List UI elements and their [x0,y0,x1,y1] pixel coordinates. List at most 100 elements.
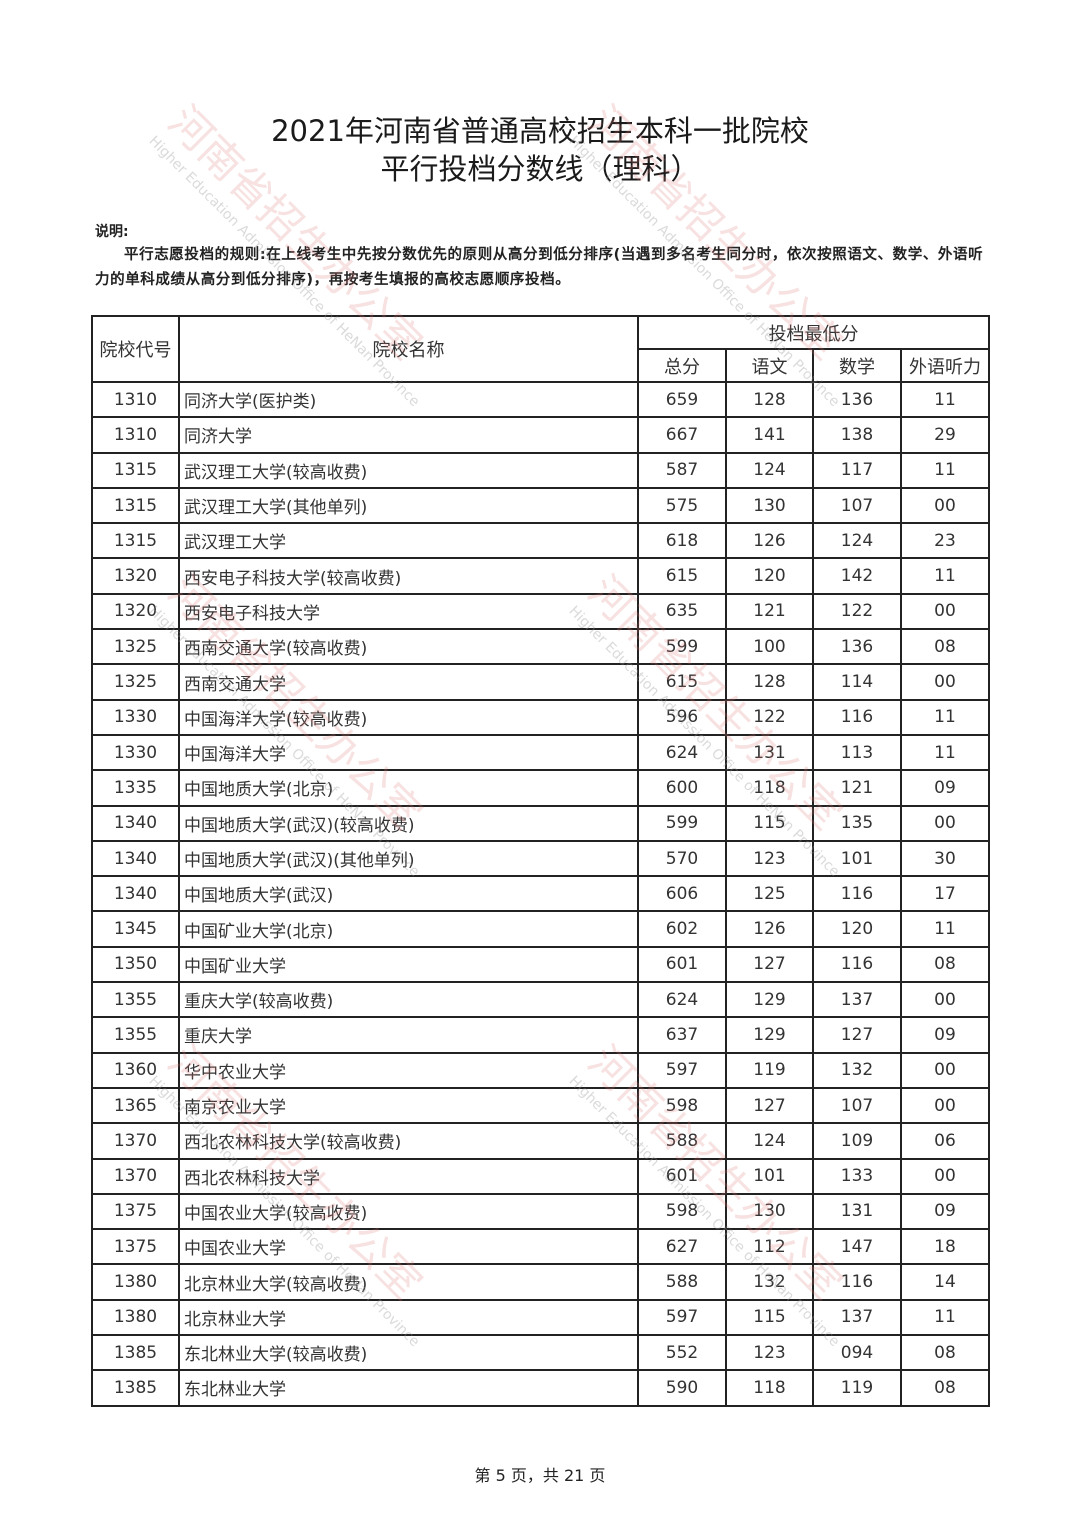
math-score: 136 [812,380,902,419]
school-code: 1325 [91,628,180,666]
listening-score: 11 [900,380,990,419]
table-row: 1370 西北农林科技大学(较高收费) 588 124 109 06 [91,1122,990,1160]
listening-score: 09 [900,1016,990,1054]
table-row: 1375 中国农业大学(较高收费) 598 130 131 09 [91,1192,990,1231]
table-row: 1380 北京林业大学 597 115 137 11 [91,1298,990,1337]
table-row: 1385 东北林业大学(较高收费) 552 123 094 08 [91,1334,990,1372]
school-name: 武汉理工大学 [178,522,639,560]
listening-score: 06 [900,1122,990,1160]
chinese-score: 130 [725,1192,814,1231]
document-title-line2: 平行投档分数线（理科） [380,152,700,186]
school-code: 1350 [91,945,180,984]
table-row: 1385 东北林业大学 590 118 119 08 [91,1369,990,1407]
listening-score: 29 [900,416,990,454]
chinese-score: 129 [725,1016,814,1054]
table-row: 1320 西安电子科技大学 635 121 122 00 [91,592,990,631]
note-label: 说明: [95,224,129,240]
chinese-score: 100 [725,628,814,666]
note-text: 平行志愿投档的规则:在上线考生中先按分数优先的原则从高分到低分排序(当遇到多名考… [95,247,984,288]
school-name: 中国农业大学(较高收费) [178,1192,639,1231]
school-code: 1330 [91,698,180,736]
math-score: 127 [812,1016,902,1054]
school-name: 中国矿业大学(北京) [178,910,639,948]
school-code: 1380 [91,1263,180,1301]
math-score: 117 [812,451,902,489]
chinese-score: 124 [725,451,814,489]
chinese-score: 101 [725,1157,814,1195]
math-score: 116 [812,1263,902,1301]
header-min-score-group: 投档最低分 [637,315,990,350]
total-score: 588 [637,1263,727,1301]
school-name: 武汉理工大学(较高收费) [178,451,639,489]
math-score: 116 [812,875,902,913]
chinese-score: 115 [725,804,814,842]
table-row: 1330 中国海洋大学(较高收费) 596 122 116 11 [91,698,990,736]
listening-score: 08 [900,945,990,984]
table-row: 1310 同济大学 667 141 138 29 [91,416,990,454]
chinese-score: 125 [725,875,814,913]
chinese-score: 119 [725,1051,814,1089]
total-score: 570 [637,839,727,878]
school-name: 西北农林科技大学(较高收费) [178,1122,639,1160]
math-score: 107 [812,1086,902,1125]
school-name: 中国农业大学 [178,1228,639,1266]
total-score: 575 [637,486,727,525]
total-score: 598 [637,1192,727,1231]
school-code: 1330 [91,733,180,772]
listening-score: 08 [900,1369,990,1407]
table-row: 1325 西南交通大学(较高收费) 599 100 136 08 [91,628,990,666]
total-score: 601 [637,945,727,984]
listening-score: 11 [900,451,990,489]
school-code: 1320 [91,592,180,631]
school-name: 中国矿业大学 [178,945,639,984]
math-score: 122 [812,592,902,631]
table-row: 1315 武汉理工大学(较高收费) 587 124 117 11 [91,451,990,489]
math-score: 132 [812,1051,902,1089]
school-name: 中国地质大学(武汉) [178,875,639,913]
school-code: 1320 [91,557,180,595]
table-row: 1350 中国矿业大学 601 127 116 08 [91,945,990,984]
table-row: 1320 西安电子科技大学(较高收费) 615 120 142 11 [91,557,990,595]
listening-score: 11 [900,557,990,595]
listening-score: 09 [900,1192,990,1231]
header-total: 总分 [637,348,727,383]
listening-score: 17 [900,875,990,913]
chinese-score: 123 [725,1334,814,1372]
school-name: 重庆大学 [178,1016,639,1054]
table-row: 1360 华中农业大学 597 119 132 00 [91,1051,990,1089]
school-name: 华中农业大学 [178,1051,639,1089]
school-name: 中国地质大学(武汉)(其他单列) [178,839,639,878]
listening-score: 09 [900,769,990,807]
school-code: 1310 [91,380,180,419]
listening-score: 00 [900,1051,990,1089]
math-score: 135 [812,804,902,842]
listening-score: 00 [900,1157,990,1195]
school-name: 同济大学 [178,416,639,454]
listening-score: 00 [900,804,990,842]
table-row: 1315 武汉理工大学(其他单列) 575 130 107 00 [91,486,990,525]
total-score: 615 [637,663,727,701]
chinese-score: 124 [725,1122,814,1160]
total-score: 599 [637,628,727,666]
school-code: 1310 [91,416,180,454]
listening-score: 30 [900,839,990,878]
school-code: 1385 [91,1369,180,1407]
school-name: 南京农业大学 [178,1086,639,1125]
school-code: 1375 [91,1192,180,1231]
school-code: 1370 [91,1122,180,1160]
school-name: 中国海洋大学 [178,733,639,772]
school-name: 中国地质大学(武汉)(较高收费) [178,804,639,842]
listening-score: 18 [900,1228,990,1266]
math-score: 147 [812,1228,902,1266]
total-score: 659 [637,380,727,419]
school-name: 北京林业大学 [178,1298,639,1337]
school-code: 1315 [91,522,180,560]
school-code: 1375 [91,1228,180,1266]
total-score: 618 [637,522,727,560]
math-score: 113 [812,733,902,772]
total-score: 635 [637,592,727,631]
school-code: 1380 [91,1298,180,1337]
total-score: 606 [637,875,727,913]
math-score: 121 [812,769,902,807]
chinese-score: 127 [725,1086,814,1125]
